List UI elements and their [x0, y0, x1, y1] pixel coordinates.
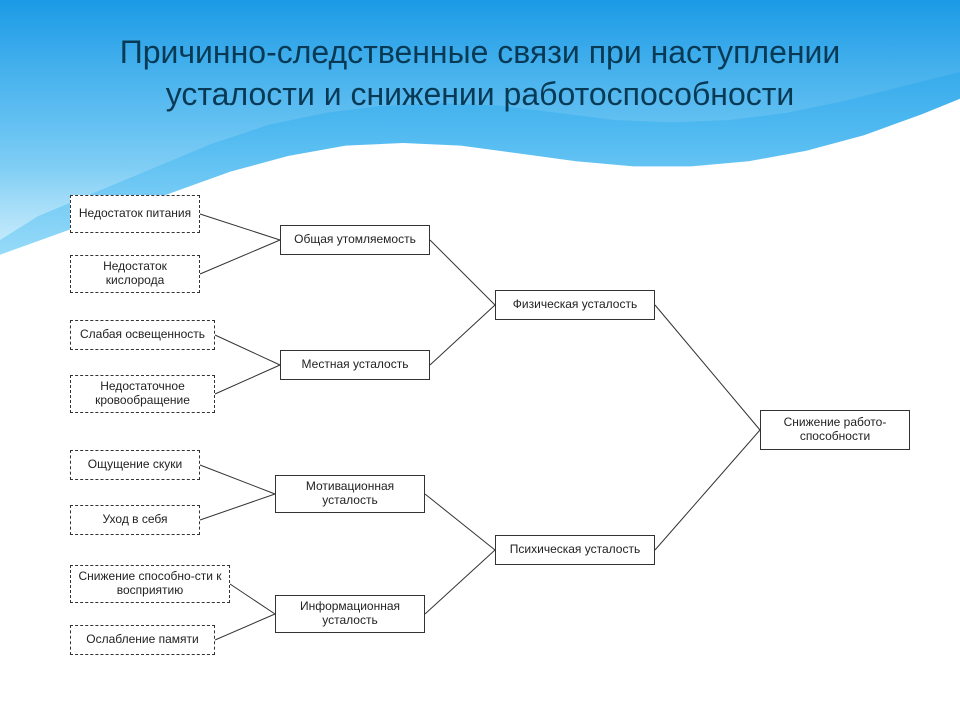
edge-n2-m1	[200, 240, 280, 274]
edge-p2-r1	[655, 430, 760, 550]
edge-m3-p2	[425, 494, 495, 550]
node-p1: Физическая усталость	[495, 290, 655, 320]
node-n2: Недостаток кислорода	[70, 255, 200, 293]
edge-p1-r1	[655, 305, 760, 430]
node-m1: Общая утомляемость	[280, 225, 430, 255]
edge-n5-m3	[200, 465, 275, 494]
edge-m2-p1	[430, 305, 495, 365]
node-m3: Мотивационная усталость	[275, 475, 425, 513]
edge-m1-p1	[430, 240, 495, 305]
edge-n1-m1	[200, 214, 280, 240]
node-n1: Недостаток питания	[70, 195, 200, 233]
node-n6: Уход в себя	[70, 505, 200, 535]
node-m4: Информационная усталость	[275, 595, 425, 633]
node-n3: Слабая освещенность	[70, 320, 215, 350]
edge-m4-p2	[425, 550, 495, 614]
edge-n6-m3	[200, 494, 275, 520]
edge-n3-m2	[215, 335, 280, 365]
node-r1: Снижение работо-способности	[760, 410, 910, 450]
edge-n8-m4	[215, 614, 275, 640]
slide: Причинно-следственные связи при наступле…	[0, 0, 960, 720]
node-n8: Ослабление памяти	[70, 625, 215, 655]
node-n4: Недостаточное кровообращение	[70, 375, 215, 413]
node-m2: Местная усталость	[280, 350, 430, 380]
node-n5: Ощущение скуки	[70, 450, 200, 480]
edge-n4-m2	[215, 365, 280, 394]
slide-title: Причинно-следственные связи при наступле…	[0, 32, 960, 115]
flowchart-diagram: Недостаток питания Недостаток кислорода Сл…	[40, 195, 920, 705]
node-p2: Психическая усталость	[495, 535, 655, 565]
edge-n7-m4	[230, 584, 275, 614]
node-n7: Снижение способно-сти к восприятию	[70, 565, 230, 603]
